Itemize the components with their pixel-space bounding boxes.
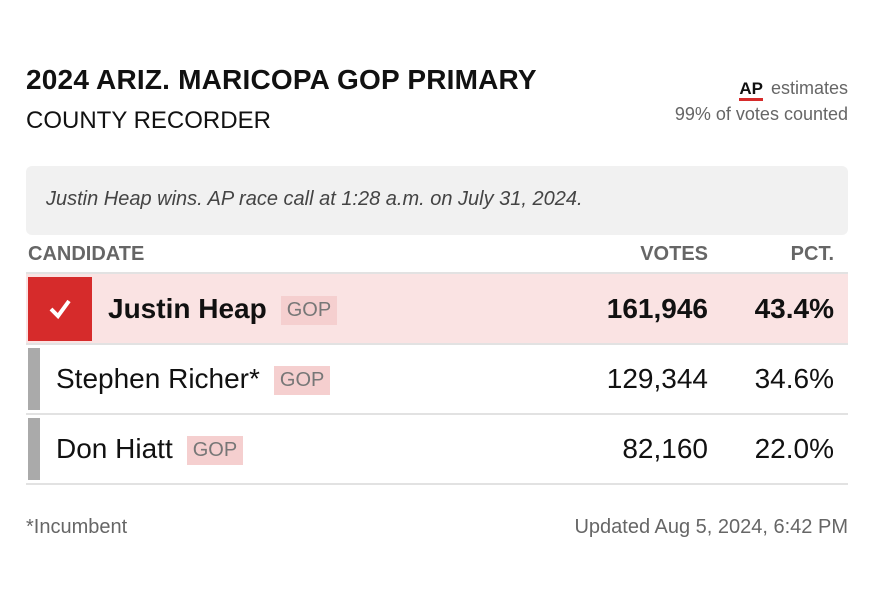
candidate-name: Justin Heap GOP: [108, 293, 338, 326]
footnote: *Incumbent: [26, 516, 128, 538]
row-bar: [28, 418, 40, 480]
percent: 22.0%: [754, 433, 834, 464]
party-badge: GOP: [186, 436, 244, 466]
updated: Updated Aug 5, 2024, 6:42 PM: [574, 516, 848, 538]
party-badge: GOP: [280, 296, 338, 326]
check-icon: [49, 299, 71, 320]
candidate-row: Don Hiatt GOP 82,160 22.0%: [26, 414, 848, 485]
party-badge: GOP: [273, 366, 331, 396]
column-header: PCT.: [790, 243, 834, 265]
votes: 129,344: [606, 363, 708, 394]
title: 2024 ARIZ. MARICOPA GOP PRIMARY: [26, 64, 537, 95]
estimates: estimates: [770, 78, 848, 98]
source: AP estimates: [739, 78, 848, 101]
name-text: Justin Heap: [108, 293, 267, 324]
candidate-name: Stephen Richer* GOP: [56, 363, 331, 396]
votes: 161,946: [606, 293, 708, 324]
percent: 43.4%: [754, 293, 834, 324]
candidate-name: Don Hiatt GOP: [56, 433, 244, 466]
candidate-row: Stephen Richer* GOP 129,344 34.6%: [26, 344, 848, 415]
votes: 82,160: [622, 433, 708, 464]
column-header: CANDIDATE: [28, 243, 145, 265]
name-text: Don Hiatt: [56, 433, 173, 464]
winner-check: [28, 277, 92, 341]
subtitle: COUNTY RECORDER: [26, 107, 271, 134]
table-header: CANDIDATE VOTES PCT.: [26, 240, 848, 274]
votes-counted: 99% of votes counted: [674, 104, 848, 124]
race-call-text: Justin Heap wins. AP race call at 1:28 a…: [46, 188, 583, 210]
row-bar: [28, 348, 40, 410]
race-call: Justin Heap wins. AP race call at 1:28 a…: [26, 166, 848, 235]
column-header: VOTES: [640, 243, 708, 265]
candidate-row: Justin Heap GOP 161,946 43.4%: [26, 274, 848, 345]
ap-logo: AP: [739, 79, 763, 101]
percent: 34.6%: [754, 363, 834, 394]
name-text: Stephen Richer*: [56, 363, 260, 394]
